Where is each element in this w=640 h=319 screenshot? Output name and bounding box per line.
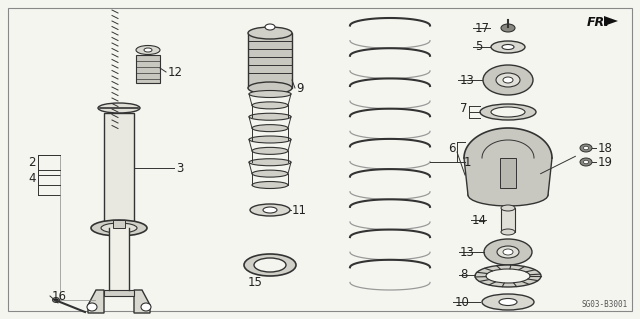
Text: 13: 13 bbox=[460, 246, 475, 258]
Ellipse shape bbox=[252, 170, 288, 177]
Ellipse shape bbox=[254, 258, 286, 272]
Ellipse shape bbox=[52, 298, 60, 302]
Polygon shape bbox=[604, 16, 618, 26]
Text: 8: 8 bbox=[460, 269, 467, 281]
Text: 14: 14 bbox=[472, 213, 487, 226]
Ellipse shape bbox=[136, 46, 160, 55]
Text: 17: 17 bbox=[475, 21, 490, 34]
Ellipse shape bbox=[480, 104, 536, 120]
Ellipse shape bbox=[484, 239, 532, 265]
Text: SG03-B3001: SG03-B3001 bbox=[582, 300, 628, 309]
Ellipse shape bbox=[98, 103, 140, 113]
Text: 16: 16 bbox=[52, 290, 67, 302]
Ellipse shape bbox=[249, 113, 291, 120]
Ellipse shape bbox=[468, 184, 548, 206]
Text: 2: 2 bbox=[28, 155, 35, 168]
Bar bbox=[248, 33, 292, 88]
Ellipse shape bbox=[249, 91, 291, 98]
Ellipse shape bbox=[503, 249, 513, 255]
Ellipse shape bbox=[501, 24, 515, 32]
Ellipse shape bbox=[252, 147, 288, 154]
Bar bbox=[136, 55, 160, 83]
Polygon shape bbox=[464, 128, 552, 195]
Ellipse shape bbox=[263, 207, 277, 213]
Ellipse shape bbox=[244, 254, 296, 276]
Ellipse shape bbox=[248, 82, 292, 94]
Bar bbox=[501, 208, 515, 232]
Ellipse shape bbox=[491, 41, 525, 53]
Ellipse shape bbox=[580, 144, 592, 152]
Text: 5: 5 bbox=[475, 41, 483, 54]
Ellipse shape bbox=[87, 303, 97, 311]
Ellipse shape bbox=[248, 27, 292, 39]
Text: 6: 6 bbox=[448, 142, 456, 154]
Ellipse shape bbox=[580, 158, 592, 166]
Polygon shape bbox=[88, 290, 104, 313]
Ellipse shape bbox=[249, 159, 291, 166]
Ellipse shape bbox=[249, 136, 291, 143]
Ellipse shape bbox=[499, 299, 517, 306]
Ellipse shape bbox=[483, 65, 533, 95]
Text: 7: 7 bbox=[460, 102, 467, 115]
Text: 9: 9 bbox=[296, 81, 303, 94]
Ellipse shape bbox=[486, 269, 530, 283]
Ellipse shape bbox=[502, 44, 514, 49]
Ellipse shape bbox=[265, 24, 275, 30]
Text: 13: 13 bbox=[460, 73, 475, 86]
Ellipse shape bbox=[141, 303, 151, 311]
Ellipse shape bbox=[475, 265, 541, 287]
Bar bbox=[500, 158, 516, 188]
Polygon shape bbox=[134, 290, 150, 313]
Text: 12: 12 bbox=[168, 65, 183, 78]
Text: 1: 1 bbox=[464, 155, 472, 168]
Ellipse shape bbox=[497, 246, 519, 258]
Text: 4: 4 bbox=[28, 172, 35, 184]
Bar bbox=[104, 113, 134, 228]
Ellipse shape bbox=[252, 102, 288, 109]
Ellipse shape bbox=[491, 107, 525, 117]
Ellipse shape bbox=[482, 294, 534, 310]
Ellipse shape bbox=[252, 182, 288, 189]
Ellipse shape bbox=[144, 48, 152, 52]
Ellipse shape bbox=[584, 146, 589, 150]
Text: 18: 18 bbox=[598, 142, 613, 154]
Text: 10: 10 bbox=[455, 295, 470, 308]
Bar bbox=[113, 220, 125, 228]
Text: 15: 15 bbox=[248, 277, 262, 290]
Ellipse shape bbox=[501, 205, 515, 211]
Ellipse shape bbox=[501, 229, 515, 235]
Text: 3: 3 bbox=[176, 161, 184, 174]
Ellipse shape bbox=[496, 73, 520, 87]
Ellipse shape bbox=[91, 220, 147, 236]
Text: 19: 19 bbox=[598, 155, 613, 168]
Text: FR.: FR. bbox=[586, 16, 609, 28]
Bar bbox=[109, 228, 129, 290]
Ellipse shape bbox=[250, 204, 290, 216]
Ellipse shape bbox=[252, 125, 288, 132]
Text: 11: 11 bbox=[292, 204, 307, 217]
Ellipse shape bbox=[101, 223, 137, 233]
Bar bbox=[104, 290, 134, 296]
Ellipse shape bbox=[584, 160, 589, 164]
Ellipse shape bbox=[503, 77, 513, 83]
